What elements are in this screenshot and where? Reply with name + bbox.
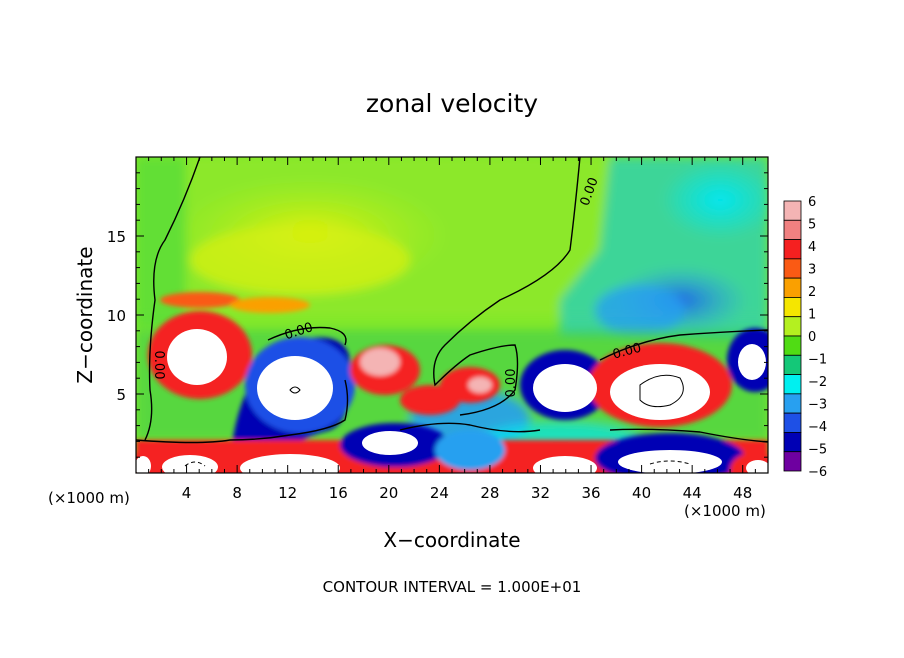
colorbar-swatch	[783, 219, 802, 240]
colorbar-label: 2	[808, 285, 816, 300]
x-tick-label: 20	[379, 484, 398, 502]
x-axis-label: X−coordinate	[383, 528, 520, 552]
x-tick-label: 44	[683, 484, 702, 502]
x-tick-label: 8	[232, 484, 242, 502]
colorbar-swatch	[783, 412, 802, 433]
colorbar-label: 4	[808, 240, 816, 255]
colorbar-swatch	[783, 374, 802, 395]
colorbar-label: 3	[808, 263, 816, 278]
colorbar-label: −3	[808, 398, 827, 413]
x-axis: 4 8 12 16 20 24 28 32 36 40 44 48	[148, 157, 756, 502]
x-tick-label: 32	[531, 484, 550, 502]
colorbar-swatch	[783, 239, 802, 260]
x-tick-label: 24	[430, 484, 449, 502]
colorbar-swatch	[783, 200, 802, 221]
colorbar-swatch	[783, 335, 802, 356]
colorbar-label: 6	[808, 195, 816, 210]
heatmap-field: 0.000.000.000.000.00	[136, 157, 768, 473]
x-tick-label: 36	[581, 484, 600, 502]
y-tick-label: 15	[107, 228, 126, 246]
y-axis-label: Z−coordinate	[73, 246, 97, 383]
x-unit-right: (×1000 m)	[684, 502, 766, 520]
contour-lines	[136, 157, 768, 467]
colorbar-swatch	[783, 393, 802, 414]
colorbar-swatch	[783, 277, 802, 298]
x-tick-label: 48	[733, 484, 752, 502]
colorbar-swatch	[783, 451, 802, 472]
colorbar-label: 0	[808, 330, 816, 345]
x-tick-label: 4	[182, 484, 192, 502]
contour-label: 0.00	[151, 351, 166, 380]
x-unit-left: (×1000 m)	[48, 489, 130, 507]
colorbar-label: −4	[808, 420, 827, 435]
colorbar-label: −1	[808, 353, 827, 368]
y-tick-label: 10	[107, 307, 126, 325]
contour-label: 0.00	[611, 341, 643, 363]
x-tick-label: 28	[480, 484, 499, 502]
x-tick-label: 40	[632, 484, 651, 502]
x-tick-label: 16	[329, 484, 348, 502]
chart-title: zonal velocity	[366, 89, 538, 118]
colorbar-swatch	[783, 297, 802, 318]
x-tick-label: 12	[278, 484, 297, 502]
colorbar-swatch	[783, 316, 802, 337]
y-axis: 5 10 15	[107, 172, 768, 458]
colorbar-swatch	[783, 354, 802, 375]
y-tick-label: 5	[116, 386, 126, 404]
colorbar-label: −2	[808, 375, 827, 390]
contour-label: 0.00	[504, 369, 519, 398]
colorbar-swatch	[783, 432, 802, 453]
colorbar-swatch	[783, 258, 802, 279]
colorbar-label: 5	[808, 218, 816, 233]
colorbar-label: 1	[808, 308, 816, 323]
colorbar: 6 5 4 3 2 1 0 −1 −2 −3 −4 −5 −6	[783, 195, 827, 480]
contour-interval-footer: CONTOUR INTERVAL = 1.000E+01	[323, 578, 582, 596]
colorbar-label: −5	[808, 443, 827, 458]
colorbar-label: −6	[808, 465, 827, 480]
